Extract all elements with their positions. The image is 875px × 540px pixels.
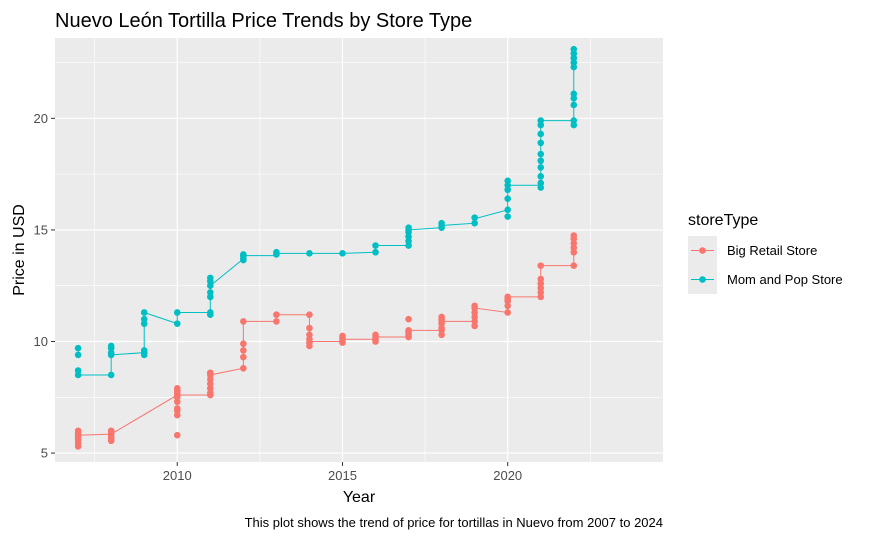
data-point	[339, 332, 346, 340]
data-point	[173, 320, 181, 327]
legend-label: Mom and Pop Store	[727, 272, 843, 287]
grid-minor	[55, 38, 663, 462]
data-point	[537, 179, 545, 187]
data-point	[173, 431, 181, 439]
data-point	[570, 101, 578, 109]
legend-items: Big Retail Store Mom and Pop Store	[688, 236, 843, 294]
series-mom-and-pop-store	[74, 45, 578, 379]
x-tick-label: 2015	[328, 468, 357, 483]
data-point	[537, 275, 545, 283]
data-point	[372, 331, 379, 339]
data-point	[306, 250, 313, 257]
data-point	[537, 173, 545, 180]
data-point	[306, 311, 313, 319]
x-tick-label: 2010	[163, 468, 192, 483]
data-point	[240, 353, 247, 361]
data-point	[471, 214, 478, 221]
legend: storeType Big Retail Store Mom and Pop St…	[688, 212, 843, 294]
data-point	[240, 347, 247, 354]
data-point	[537, 164, 545, 171]
data-point	[504, 177, 512, 185]
data-point	[140, 315, 148, 323]
data-point	[140, 309, 148, 316]
legend-title: storeType	[688, 212, 758, 229]
chart-title: Nuevo León Tortilla Price Trends by Stor…	[55, 10, 472, 32]
data-point	[405, 327, 412, 334]
data-point	[438, 219, 445, 227]
data-point	[537, 150, 545, 158]
data-point	[372, 242, 379, 249]
data-point	[207, 274, 214, 282]
data-point	[570, 45, 578, 53]
data-point	[173, 309, 181, 316]
data-point	[306, 331, 313, 339]
data-point	[240, 340, 247, 348]
legend-key-point	[699, 247, 706, 254]
axis-ticks	[51, 117, 509, 466]
data-point	[570, 90, 578, 98]
data-point	[74, 344, 82, 352]
data-point	[207, 309, 214, 316]
data-point	[504, 293, 512, 301]
data-point	[273, 318, 280, 325]
data-point	[273, 248, 280, 256]
data-point	[74, 367, 82, 374]
data-point	[537, 157, 545, 165]
data-point	[372, 248, 379, 256]
data-point	[537, 117, 545, 124]
data-point	[339, 250, 346, 257]
x-axis-title: Year	[343, 489, 376, 506]
data-point	[405, 315, 412, 323]
y-axis-title: Price in USD	[11, 204, 28, 296]
tick-labels: 2010 2015 2020 5 10 15 20	[34, 111, 523, 483]
data-point	[207, 369, 214, 377]
chart-caption: This plot shows the trend of price for t…	[245, 515, 663, 530]
data-point	[537, 130, 545, 138]
legend-key-point	[699, 276, 706, 283]
data-point	[570, 232, 578, 239]
legend-item-mom-and-pop-store: Mom and Pop Store	[688, 265, 843, 294]
data-point	[504, 309, 512, 316]
x-tick-label: 2020	[493, 468, 522, 483]
data-point	[504, 213, 512, 220]
data-point	[107, 342, 115, 350]
y-tick-label: 5	[41, 446, 48, 461]
series-layer	[74, 45, 578, 450]
data-point	[438, 313, 445, 321]
data-point	[570, 117, 578, 124]
data-point	[405, 224, 412, 231]
plot-panel	[55, 38, 663, 462]
data-point	[107, 427, 115, 435]
data-point	[306, 324, 313, 332]
data-point	[504, 195, 512, 202]
legend-label: Big Retail Store	[727, 243, 817, 258]
legend-item-big-retail-store: Big Retail Store	[688, 236, 817, 265]
data-point	[74, 427, 82, 435]
data-point	[504, 206, 512, 214]
data-point	[537, 139, 545, 147]
data-point	[471, 302, 478, 310]
data-point	[173, 405, 181, 412]
data-point	[207, 289, 214, 296]
data-point	[107, 371, 115, 379]
series-big-retail-store	[74, 232, 578, 450]
y-tick-label: 20	[34, 111, 48, 126]
data-point	[173, 385, 181, 392]
data-point	[240, 364, 247, 372]
data-point	[240, 318, 247, 325]
y-tick-label: 15	[34, 222, 48, 237]
data-point	[140, 347, 148, 354]
data-point	[471, 219, 478, 227]
y-tick-label: 10	[34, 334, 48, 349]
data-point	[74, 351, 82, 359]
data-point	[537, 262, 545, 269]
grid-major	[55, 38, 663, 462]
data-point	[273, 311, 280, 319]
data-point	[240, 251, 247, 258]
data-point	[570, 262, 578, 269]
